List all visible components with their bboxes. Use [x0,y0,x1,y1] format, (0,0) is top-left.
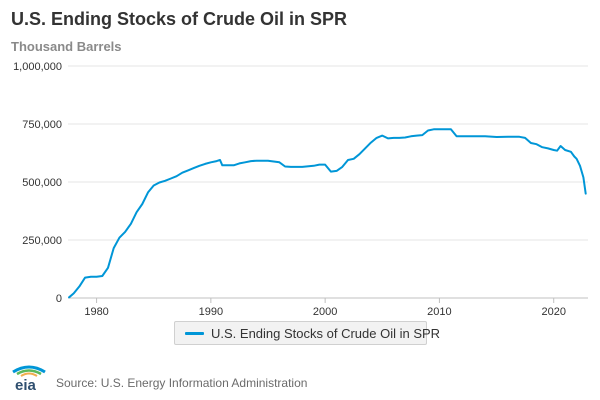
logo-arc-yellow-icon [20,372,38,377]
y-tick-label: 750,000 [22,119,62,131]
axes: 0 250,000 500,000 750,000 1,000,000 1980 1990 2… [13,61,588,318]
eia-logo: eia [12,365,46,392]
logo-text: eia [15,377,37,392]
legend-label: U.S. Ending Stocks of Crude Oil in SPR [211,325,441,341]
logo-arc-blue-icon [12,365,46,374]
y-tick-label: 500,000 [22,177,62,189]
legend-swatch [185,331,204,335]
chart-title: U.S. Ending Stocks of Crude Oil in SPR [11,9,348,29]
y-tick-label: 0 [56,293,62,305]
series-layer [68,128,587,299]
y-tick-label: 1,000,000 [13,61,62,73]
logo-arc-green-icon [16,369,42,376]
series-line[interactable] [68,128,587,299]
x-tick-label: 1990 [199,306,223,318]
legend[interactable]: U.S. Ending Stocks of Crude Oil in SPR [174,321,440,345]
y-tick-label: 250,000 [22,235,62,247]
x-tick-label: 2020 [541,306,565,318]
x-tick-label: 2010 [427,306,451,318]
grid-lines [68,65,588,241]
x-tick-label: 2000 [313,306,337,318]
chart-subtitle: Thousand Barrels [11,39,122,54]
source-text: Source: U.S. Energy Information Administ… [56,376,308,390]
x-tick-label: 1980 [84,306,108,318]
